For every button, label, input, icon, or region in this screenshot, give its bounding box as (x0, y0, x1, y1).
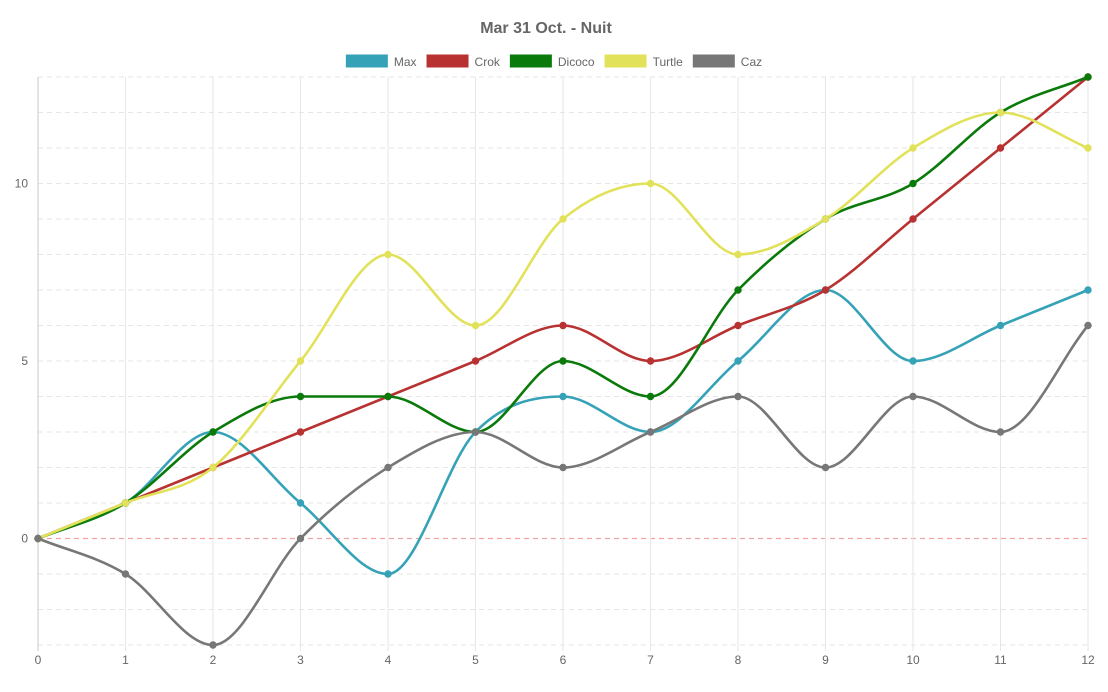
legend-item-caz[interactable]: Caz (692, 54, 762, 70)
legend-swatch-dicoco (509, 54, 552, 68)
data-point-crok[interactable] (646, 357, 655, 365)
legend: Max Crok Dicoco Turtle Caz (345, 54, 762, 70)
data-point-crok[interactable] (559, 321, 567, 330)
data-point-caz[interactable] (559, 463, 567, 472)
data-point-dicoco[interactable] (296, 392, 305, 401)
y-tick-label: 10 (15, 177, 29, 191)
legend-label-crok: Crok (475, 55, 501, 69)
x-tick-label: 12 (1081, 653, 1095, 667)
legend-label-max: Max (394, 55, 417, 69)
data-point-max[interactable] (734, 357, 742, 365)
data-point-crok[interactable] (296, 428, 305, 436)
data-point-caz[interactable] (471, 428, 480, 436)
data-point-dicoco[interactable] (1084, 73, 1092, 81)
y-tick-label: 5 (21, 354, 28, 368)
x-tick-label: 4 (385, 653, 392, 667)
legend-swatch-caz (692, 54, 735, 68)
legend-swatch-max (345, 54, 388, 68)
data-point-turtle[interactable] (209, 463, 217, 472)
data-point-turtle[interactable] (296, 357, 305, 365)
data-point-max[interactable] (384, 570, 392, 578)
series-points (34, 73, 1092, 649)
data-point-turtle[interactable] (384, 250, 392, 259)
data-point-turtle[interactable] (559, 215, 567, 223)
data-point-caz[interactable] (996, 428, 1005, 436)
data-point-turtle[interactable] (121, 499, 130, 507)
x-tick-label: 1 (122, 653, 129, 667)
data-point-crok[interactable] (821, 286, 830, 294)
data-point-dicoco[interactable] (384, 392, 392, 401)
x-tick-label: 10 (906, 653, 920, 667)
legend-label-dicoco: Dicoco (558, 55, 595, 69)
chart-title: Mar 31 Oct. - Nuit (480, 20, 612, 37)
data-point-caz[interactable] (384, 463, 392, 472)
y-tick-label: 0 (21, 532, 28, 546)
x-tick-label: 3 (297, 653, 304, 667)
legend-label-caz: Caz (741, 55, 762, 69)
data-point-max[interactable] (559, 392, 567, 401)
data-point-max[interactable] (996, 321, 1005, 330)
data-point-caz[interactable] (646, 428, 655, 436)
data-point-crok[interactable] (734, 321, 742, 330)
series-line-turtle (36, 111, 1090, 540)
legend-label-turtle: Turtle (653, 55, 684, 69)
legend-swatch-turtle (604, 54, 647, 68)
legend-item-crok[interactable]: Crok (426, 54, 501, 70)
legend-item-turtle[interactable]: Turtle (604, 54, 684, 70)
data-point-caz[interactable] (909, 392, 917, 401)
legend-swatch-crok (426, 54, 469, 68)
data-point-dicoco[interactable] (909, 179, 917, 188)
x-tick-label: 11 (994, 653, 1007, 667)
data-point-crok[interactable] (909, 215, 917, 223)
x-tick-label: 7 (647, 653, 654, 667)
x-tick-label: 2 (210, 653, 217, 667)
data-point-turtle[interactable] (471, 321, 480, 330)
x-tick-label: 9 (822, 653, 829, 667)
data-point-turtle[interactable] (909, 144, 917, 152)
data-point-caz[interactable] (209, 641, 217, 649)
data-point-turtle[interactable] (734, 250, 742, 259)
data-point-caz[interactable] (296, 534, 305, 543)
data-point-dicoco[interactable] (209, 428, 217, 436)
data-point-caz[interactable] (821, 463, 830, 472)
data-point-caz[interactable] (1084, 321, 1092, 330)
data-point-dicoco[interactable] (646, 392, 655, 401)
data-point-crok[interactable] (471, 357, 480, 365)
data-point-caz[interactable] (121, 570, 130, 578)
data-point-crok[interactable] (996, 144, 1005, 152)
data-point-turtle[interactable] (996, 108, 1005, 117)
data-point-turtle[interactable] (821, 215, 830, 223)
data-point-dicoco[interactable] (559, 357, 567, 365)
x-tick-label: 6 (560, 653, 567, 667)
data-point-turtle[interactable] (1084, 144, 1092, 152)
data-point-dicoco[interactable] (734, 286, 742, 294)
legend-item-max[interactable]: Max (345, 54, 417, 70)
data-point-max[interactable] (296, 499, 305, 507)
data-point-max[interactable] (909, 357, 917, 365)
data-point-max[interactable] (1084, 286, 1092, 294)
legend-item-dicoco[interactable]: Dicoco (509, 54, 595, 70)
x-tick-label: 5 (472, 653, 479, 667)
data-point-turtle[interactable] (646, 179, 655, 188)
data-point-caz[interactable] (34, 534, 42, 543)
data-point-caz[interactable] (734, 392, 742, 401)
x-tick-label: 8 (735, 653, 742, 667)
x-tick-label: 0 (35, 653, 42, 667)
